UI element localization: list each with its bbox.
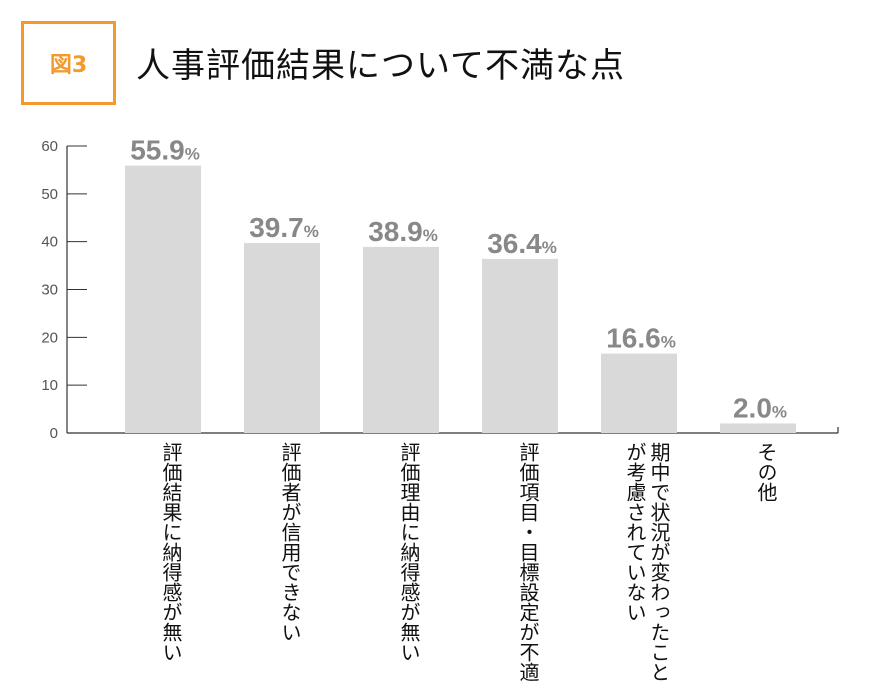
bar	[363, 246, 439, 433]
data-label-unit: %	[661, 333, 676, 352]
bar	[482, 258, 558, 433]
category-label: 評価結果に納得感が無い	[159, 442, 183, 662]
category-label: 評価項目・目標設定が不適切	[516, 442, 540, 682]
bar	[720, 423, 796, 433]
bar	[244, 243, 320, 433]
y-tick-label: 60	[41, 138, 58, 155]
data-label: 55.9%	[130, 135, 200, 166]
y-tick-label: 0	[50, 425, 58, 442]
data-label-unit: %	[185, 145, 200, 164]
data-label: 36.4%	[487, 228, 557, 259]
data-label-value: 55.9	[130, 135, 185, 166]
data-label-unit: %	[423, 226, 438, 245]
y-tick-label: 10	[41, 377, 58, 394]
y-tick-label: 20	[41, 329, 58, 346]
data-label: 16.6%	[606, 323, 676, 354]
data-label-value: 38.9	[368, 216, 423, 247]
data-label: 39.7%	[249, 212, 319, 243]
data-label-unit: %	[772, 402, 787, 421]
figure-badge: 図3	[21, 21, 116, 105]
data-label: 2.0%	[733, 392, 787, 423]
chart-title: 人事評価結果について不満な点	[136, 46, 625, 86]
data-label-value: 16.6	[606, 323, 661, 354]
y-tick-label: 40	[41, 234, 58, 251]
data-label-value: 39.7	[249, 212, 304, 243]
category-label: 評価者が信用できない	[278, 442, 302, 642]
category-label: その他	[754, 442, 778, 502]
figure-label: 図3	[49, 53, 88, 78]
y-tick-label: 30	[41, 282, 58, 299]
data-label: 38.9%	[368, 216, 438, 247]
category-label: 評価理由に納得感が無い	[397, 442, 421, 662]
data-label-unit: %	[542, 238, 557, 257]
bar	[125, 165, 201, 433]
bar	[601, 353, 677, 433]
category-label: 期中で状況が変わったことが考慮されていない	[623, 442, 671, 682]
data-label-value: 2.0	[733, 392, 772, 423]
data-label-value: 36.4	[487, 228, 542, 259]
data-label-unit: %	[304, 222, 319, 241]
y-tick-label: 50	[41, 186, 58, 203]
